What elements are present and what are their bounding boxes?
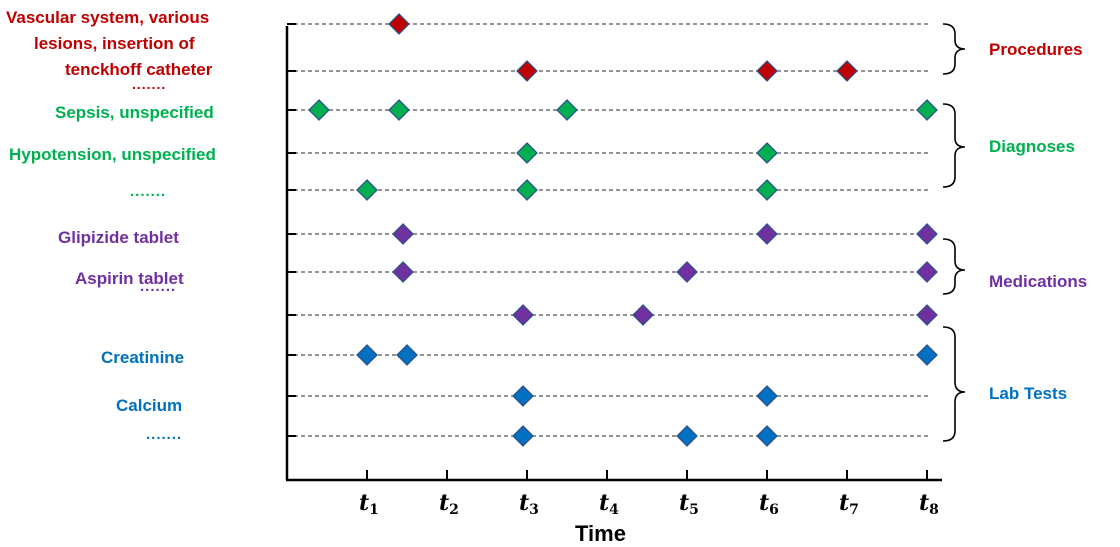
- lab-tests-event-marker: [756, 385, 778, 407]
- procedure-label-line-2: lesions, insertion of: [34, 34, 195, 53]
- x-tick-label: t1: [359, 490, 379, 518]
- x-tick-label: t7: [839, 490, 859, 518]
- lab-ellipsis: .......: [146, 426, 183, 443]
- lab-tests-event-marker: [676, 425, 698, 447]
- medications-event-marker: [916, 223, 938, 245]
- procedures-brace: [942, 23, 966, 75]
- medication-label-glipizide: Glipizide tablet: [58, 228, 179, 247]
- medication-ellipsis: .......: [140, 278, 177, 295]
- procedures-event-marker: [756, 60, 778, 82]
- lab-tests-event-marker: [916, 344, 938, 366]
- procedure-ellipsis: .......: [132, 76, 167, 92]
- medication-label-aspirin: Aspirin tablet: [75, 269, 184, 288]
- diagnoses-event-marker: [516, 179, 538, 201]
- diagnoses-event-marker: [556, 99, 578, 121]
- x-tick-label: t5: [679, 490, 699, 518]
- x-axis-title: Time: [575, 521, 626, 546]
- lab-tests-brace: [942, 326, 966, 442]
- group-label-lab-tests: Lab Tests: [989, 384, 1068, 403]
- medications-event-marker: [632, 304, 654, 326]
- diagnoses-event-marker: [756, 179, 778, 201]
- x-tick-label: t4: [599, 490, 619, 518]
- x-tick-label: t8: [919, 490, 939, 518]
- diagnoses-event-marker: [388, 99, 410, 121]
- procedures-event-marker: [516, 60, 538, 82]
- diagnoses-event-marker: [516, 142, 538, 164]
- diagnoses-event-marker: [756, 142, 778, 164]
- group-label-diagnoses: Diagnoses: [989, 137, 1075, 156]
- event-markers: [308, 13, 938, 447]
- medications-event-marker: [392, 261, 414, 283]
- lab-tests-event-marker: [512, 385, 534, 407]
- diagnoses-event-marker: [356, 179, 378, 201]
- procedure-label-line-3: tenckhoff catheter: [65, 60, 213, 79]
- medications-event-marker: [676, 261, 698, 283]
- medications-brace: [942, 238, 966, 295]
- lab-label-creatinine: Creatinine: [101, 348, 185, 367]
- lab-tests-event-marker: [356, 344, 378, 366]
- lab-label-calcium: Calcium: [116, 396, 183, 415]
- medications-event-marker: [916, 261, 938, 283]
- group-braces: [942, 23, 966, 442]
- x-axis-ticks: [366, 470, 928, 480]
- procedures-event-marker: [388, 13, 410, 35]
- group-label-procedures: Procedures: [989, 40, 1083, 59]
- medications-event-marker: [916, 304, 938, 326]
- diagnoses-brace: [942, 103, 966, 188]
- procedure-label-line-1: Vascular system, various: [6, 8, 210, 27]
- diagnosis-label-hypotension: Hypotension, unspecified: [9, 145, 216, 164]
- x-tick-label: t2: [439, 490, 459, 518]
- diagnoses-event-marker: [916, 99, 938, 121]
- x-tick-label: t3: [519, 490, 539, 518]
- x-tick-label: t6: [759, 490, 779, 518]
- procedures-event-marker: [836, 60, 858, 82]
- diagnoses-event-marker: [308, 99, 330, 121]
- medications-event-marker: [392, 223, 414, 245]
- diagnosis-ellipsis: .......: [130, 183, 167, 200]
- medications-event-marker: [756, 223, 778, 245]
- group-label-medications: Medications: [989, 272, 1088, 291]
- y-axis-ticks: [287, 23, 296, 437]
- lab-tests-event-marker: [756, 425, 778, 447]
- row-guide-lines: [287, 23, 928, 437]
- medications-event-marker: [512, 304, 534, 326]
- lab-tests-event-marker: [512, 425, 534, 447]
- axes: [285, 26, 942, 482]
- diagnosis-label-sepsis: Sepsis, unspecified: [55, 103, 214, 122]
- lab-tests-event-marker: [396, 344, 418, 366]
